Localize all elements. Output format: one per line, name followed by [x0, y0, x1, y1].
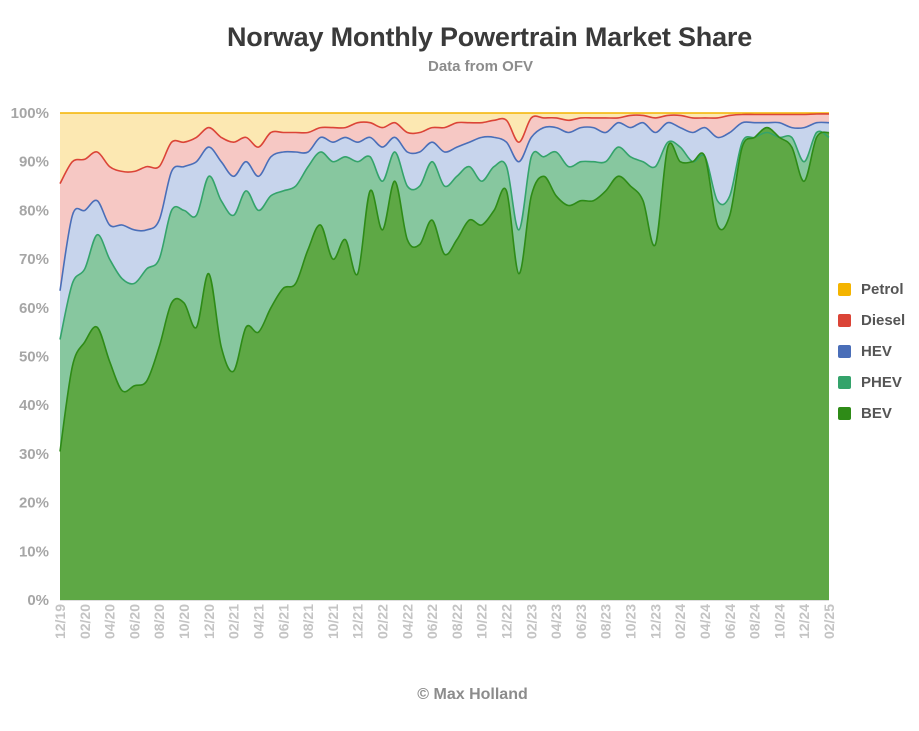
x-tick-label: 04/21: [250, 604, 266, 639]
legend-label-hev: HEV: [861, 343, 892, 360]
legend-item-diesel[interactable]: Diesel: [838, 305, 905, 336]
x-tick-label: 12/21: [350, 604, 366, 639]
x-tick-label: 08/22: [449, 604, 465, 639]
series-line-phev: [59, 130, 830, 340]
legend-swatch-phev: [838, 376, 851, 389]
legend: Petrol Diesel HEV PHEV BEV: [838, 274, 905, 429]
x-tick-label: 10/24: [771, 604, 787, 639]
x-tick-label: 08/21: [300, 604, 316, 639]
legend-label-petrol: Petrol: [861, 281, 904, 298]
x-tick-label: 02/25: [821, 604, 837, 639]
series-line-bev: [59, 126, 830, 452]
legend-swatch-bev: [838, 407, 851, 420]
x-tick-label: 10/20: [176, 604, 192, 639]
y-tick-label: 100%: [11, 105, 49, 122]
legend-item-hev[interactable]: HEV: [838, 336, 905, 367]
x-tick-label: 06/20: [126, 604, 142, 639]
x-tick-label: 12/23: [647, 604, 663, 639]
x-tick-label: 12/19: [52, 604, 68, 639]
chart-subtitle: Data from OFV: [427, 58, 533, 75]
y-tick-label: 60%: [19, 300, 49, 317]
copyright-credit: © Max Holland: [417, 686, 528, 703]
legend-item-bev[interactable]: BEV: [838, 398, 905, 429]
series-line-diesel: [59, 113, 830, 185]
x-tick-label: 06/23: [573, 604, 589, 639]
x-tick-label: 02/24: [672, 604, 688, 639]
y-tick-label: 50%: [19, 349, 49, 366]
x-tick-label: 10/22: [474, 604, 490, 639]
x-tick-label: 02/21: [226, 604, 242, 639]
y-tick-label: 40%: [19, 397, 49, 414]
legend-swatch-diesel: [838, 314, 851, 327]
x-tick-label: 08/23: [598, 604, 614, 639]
x-tick-label: 02/22: [374, 604, 390, 639]
x-tick-label: 04/24: [697, 604, 713, 639]
x-tick-label: 04/20: [102, 604, 118, 639]
x-tick-label: 08/24: [747, 604, 763, 639]
x-tick-label: 06/24: [722, 604, 738, 639]
legend-label-bev: BEV: [861, 405, 892, 422]
legend-label-phev: PHEV: [861, 374, 902, 391]
y-axis: 0% 10% 20% 30% 40% 50% 60% 70% 80% 90% 100%: [11, 105, 49, 609]
legend-label-diesel: Diesel: [861, 312, 906, 329]
x-tick-label: 12/20: [201, 604, 217, 639]
y-tick-label: 20%: [19, 495, 49, 512]
x-tick-label: 12/22: [499, 604, 515, 639]
legend-swatch-petrol: [838, 283, 851, 296]
x-tick-label: 02/23: [523, 604, 539, 639]
legend-item-petrol[interactable]: Petrol: [838, 274, 905, 305]
series-line-hev: [59, 121, 830, 291]
y-tick-label: 0%: [27, 592, 49, 609]
x-axis: 12/19 02/20 04/20 06/20 08/20 10/20 12/20 02/21…: [52, 604, 837, 639]
y-tick-label: 80%: [19, 202, 49, 219]
chart-title: Norway Monthly Powertrain Market Share: [226, 22, 753, 52]
x-tick-label: 02/20: [77, 604, 93, 639]
x-tick-label: 06/22: [424, 604, 440, 639]
y-tick-label: 70%: [19, 251, 49, 268]
y-tick-label: 90%: [19, 154, 49, 171]
x-tick-label: 12/24: [796, 604, 812, 639]
x-tick-label: 10/23: [623, 604, 639, 639]
y-tick-label: 10%: [19, 543, 49, 560]
y-tick-label: 30%: [19, 446, 49, 463]
x-tick-label: 10/21: [325, 604, 341, 639]
area-bev: [60, 127, 829, 600]
x-tick-label: 04/22: [399, 604, 415, 639]
stacked-areas: [59, 112, 830, 600]
legend-item-phev[interactable]: PHEV: [838, 367, 905, 398]
legend-swatch-hev: [838, 345, 851, 358]
x-tick-label: 04/23: [548, 604, 564, 639]
x-tick-label: 08/20: [151, 604, 167, 639]
x-tick-label: 06/21: [275, 604, 291, 639]
